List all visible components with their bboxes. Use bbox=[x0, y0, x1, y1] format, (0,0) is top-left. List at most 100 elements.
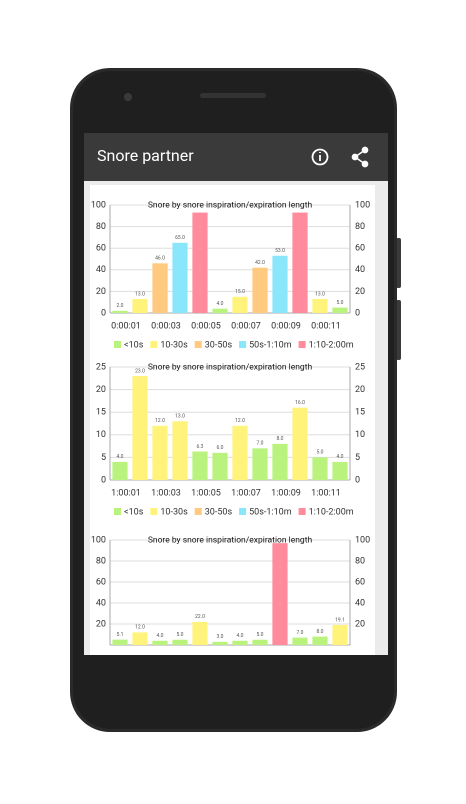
value-label: 46.0 bbox=[155, 256, 165, 262]
bar bbox=[112, 639, 128, 645]
x-tick-label: 0:00:07 bbox=[231, 321, 261, 331]
bar bbox=[192, 451, 208, 480]
y-tick-label: 20 bbox=[96, 385, 106, 395]
x-tick-label: 1:00:07 bbox=[231, 488, 261, 498]
legend-swatch bbox=[239, 341, 247, 348]
bar bbox=[252, 267, 268, 313]
value-label: 5.0 bbox=[257, 632, 264, 638]
y2-tick-label: 100 bbox=[355, 535, 370, 545]
y-tick-label: 10 bbox=[96, 430, 106, 440]
y-tick-label: 0 bbox=[101, 308, 106, 318]
share-button[interactable] bbox=[351, 146, 369, 168]
value-label: 13.0 bbox=[135, 291, 145, 297]
y2-tick-label: 20 bbox=[355, 619, 365, 629]
y-tick-label: 20 bbox=[96, 619, 106, 629]
legend-swatch bbox=[298, 341, 306, 348]
value-label: 3.0 bbox=[217, 634, 224, 640]
y2-tick-label: 0 bbox=[355, 308, 360, 318]
value-label: 5.0 bbox=[337, 300, 344, 306]
y2-tick-label: 25 bbox=[355, 362, 365, 372]
legend-label: 30-50s bbox=[205, 340, 233, 350]
app-title: Snore partner bbox=[97, 146, 194, 165]
x-tick-label: 0:00:11 bbox=[311, 321, 341, 331]
value-label: 8.0 bbox=[277, 436, 284, 442]
chart-title: Snore by snore inspiration/expiration le… bbox=[148, 200, 313, 210]
bar bbox=[292, 637, 308, 645]
app-bar bbox=[84, 133, 388, 181]
bar bbox=[212, 308, 228, 313]
bar bbox=[272, 543, 288, 645]
x-tick-label: 0:00:03 bbox=[151, 321, 181, 331]
value-label: 5.0 bbox=[317, 450, 324, 456]
volume-button[interactable] bbox=[396, 238, 401, 288]
bar bbox=[252, 639, 268, 645]
value-label: 6.0 bbox=[217, 445, 224, 451]
chart-title: Snore by snore inspiration/expiration le… bbox=[148, 535, 313, 545]
y-tick-label: 60 bbox=[96, 577, 106, 587]
bar bbox=[312, 298, 328, 313]
y-tick-label: 100 bbox=[91, 535, 106, 545]
legend-swatch bbox=[150, 508, 158, 515]
value-label: 16.0 bbox=[295, 400, 305, 406]
legend-label: 50s-1:10m bbox=[249, 340, 292, 350]
y-tick-label: 25 bbox=[96, 362, 106, 372]
value-label: 8.0 bbox=[317, 629, 324, 635]
x-tick-label: 1:00:11 bbox=[311, 488, 341, 498]
y2-tick-label: 80 bbox=[355, 222, 365, 232]
y2-tick-label: 20 bbox=[355, 287, 365, 297]
y2-tick-label: 80 bbox=[355, 556, 365, 566]
legend-label: 1:10-2:00m bbox=[309, 507, 354, 517]
y-tick-label: 100 bbox=[91, 200, 106, 210]
bar bbox=[232, 640, 248, 645]
value-label: 42.0 bbox=[255, 260, 265, 266]
y2-tick-label: 60 bbox=[355, 244, 365, 254]
y2-tick-label: 15 bbox=[355, 408, 365, 418]
y-tick-label: 80 bbox=[96, 556, 106, 566]
bar bbox=[312, 457, 328, 480]
bar bbox=[132, 298, 148, 313]
y-tick-label: 40 bbox=[96, 265, 106, 275]
bar bbox=[152, 263, 168, 313]
power-button[interactable] bbox=[396, 300, 401, 360]
legend-swatch bbox=[239, 508, 247, 515]
bar bbox=[272, 443, 288, 480]
x-tick-label: 0:00:09 bbox=[271, 321, 301, 331]
legend-label: 50s-1:10m bbox=[249, 507, 292, 517]
bar bbox=[112, 461, 128, 480]
bar bbox=[292, 407, 308, 480]
legend-label: <10s bbox=[124, 507, 144, 517]
value-label: 4.0 bbox=[237, 633, 244, 639]
value-label: 15.0 bbox=[235, 289, 245, 295]
info-button[interactable] bbox=[311, 148, 329, 166]
legend-label: 10-30s bbox=[160, 507, 188, 517]
value-label: 5.1 bbox=[117, 632, 124, 638]
legend-swatch bbox=[114, 341, 121, 348]
bar bbox=[172, 639, 188, 645]
x-tick-label: 1:00:03 bbox=[151, 488, 181, 498]
legend-swatch bbox=[194, 341, 202, 348]
y2-tick-label: 0 bbox=[355, 475, 360, 485]
y-tick-label: 15 bbox=[96, 408, 106, 418]
y2-tick-label: 20 bbox=[355, 385, 365, 395]
y-tick-label: 20 bbox=[96, 287, 106, 297]
legend-swatch bbox=[150, 341, 158, 348]
value-label: 4.0 bbox=[157, 633, 164, 639]
legend-label: <10s bbox=[124, 340, 144, 350]
chart-title: Snore by snore inspiration/expiration le… bbox=[148, 362, 313, 372]
y-tick-label: 0 bbox=[101, 475, 106, 485]
bar bbox=[252, 448, 268, 480]
y2-tick-label: 40 bbox=[355, 265, 365, 275]
value-label: 13.0 bbox=[175, 414, 185, 420]
legend-label: 10-30s bbox=[160, 340, 188, 350]
value-label: 23.0 bbox=[135, 368, 145, 374]
bar bbox=[152, 425, 168, 480]
value-label: 7.0 bbox=[297, 630, 304, 636]
speaker bbox=[200, 93, 266, 98]
legend-swatch bbox=[194, 508, 202, 515]
legend-swatch bbox=[298, 508, 306, 515]
value-label: 13.0 bbox=[315, 291, 325, 297]
bar bbox=[192, 212, 208, 313]
legend-label: 30-50s bbox=[205, 507, 233, 517]
